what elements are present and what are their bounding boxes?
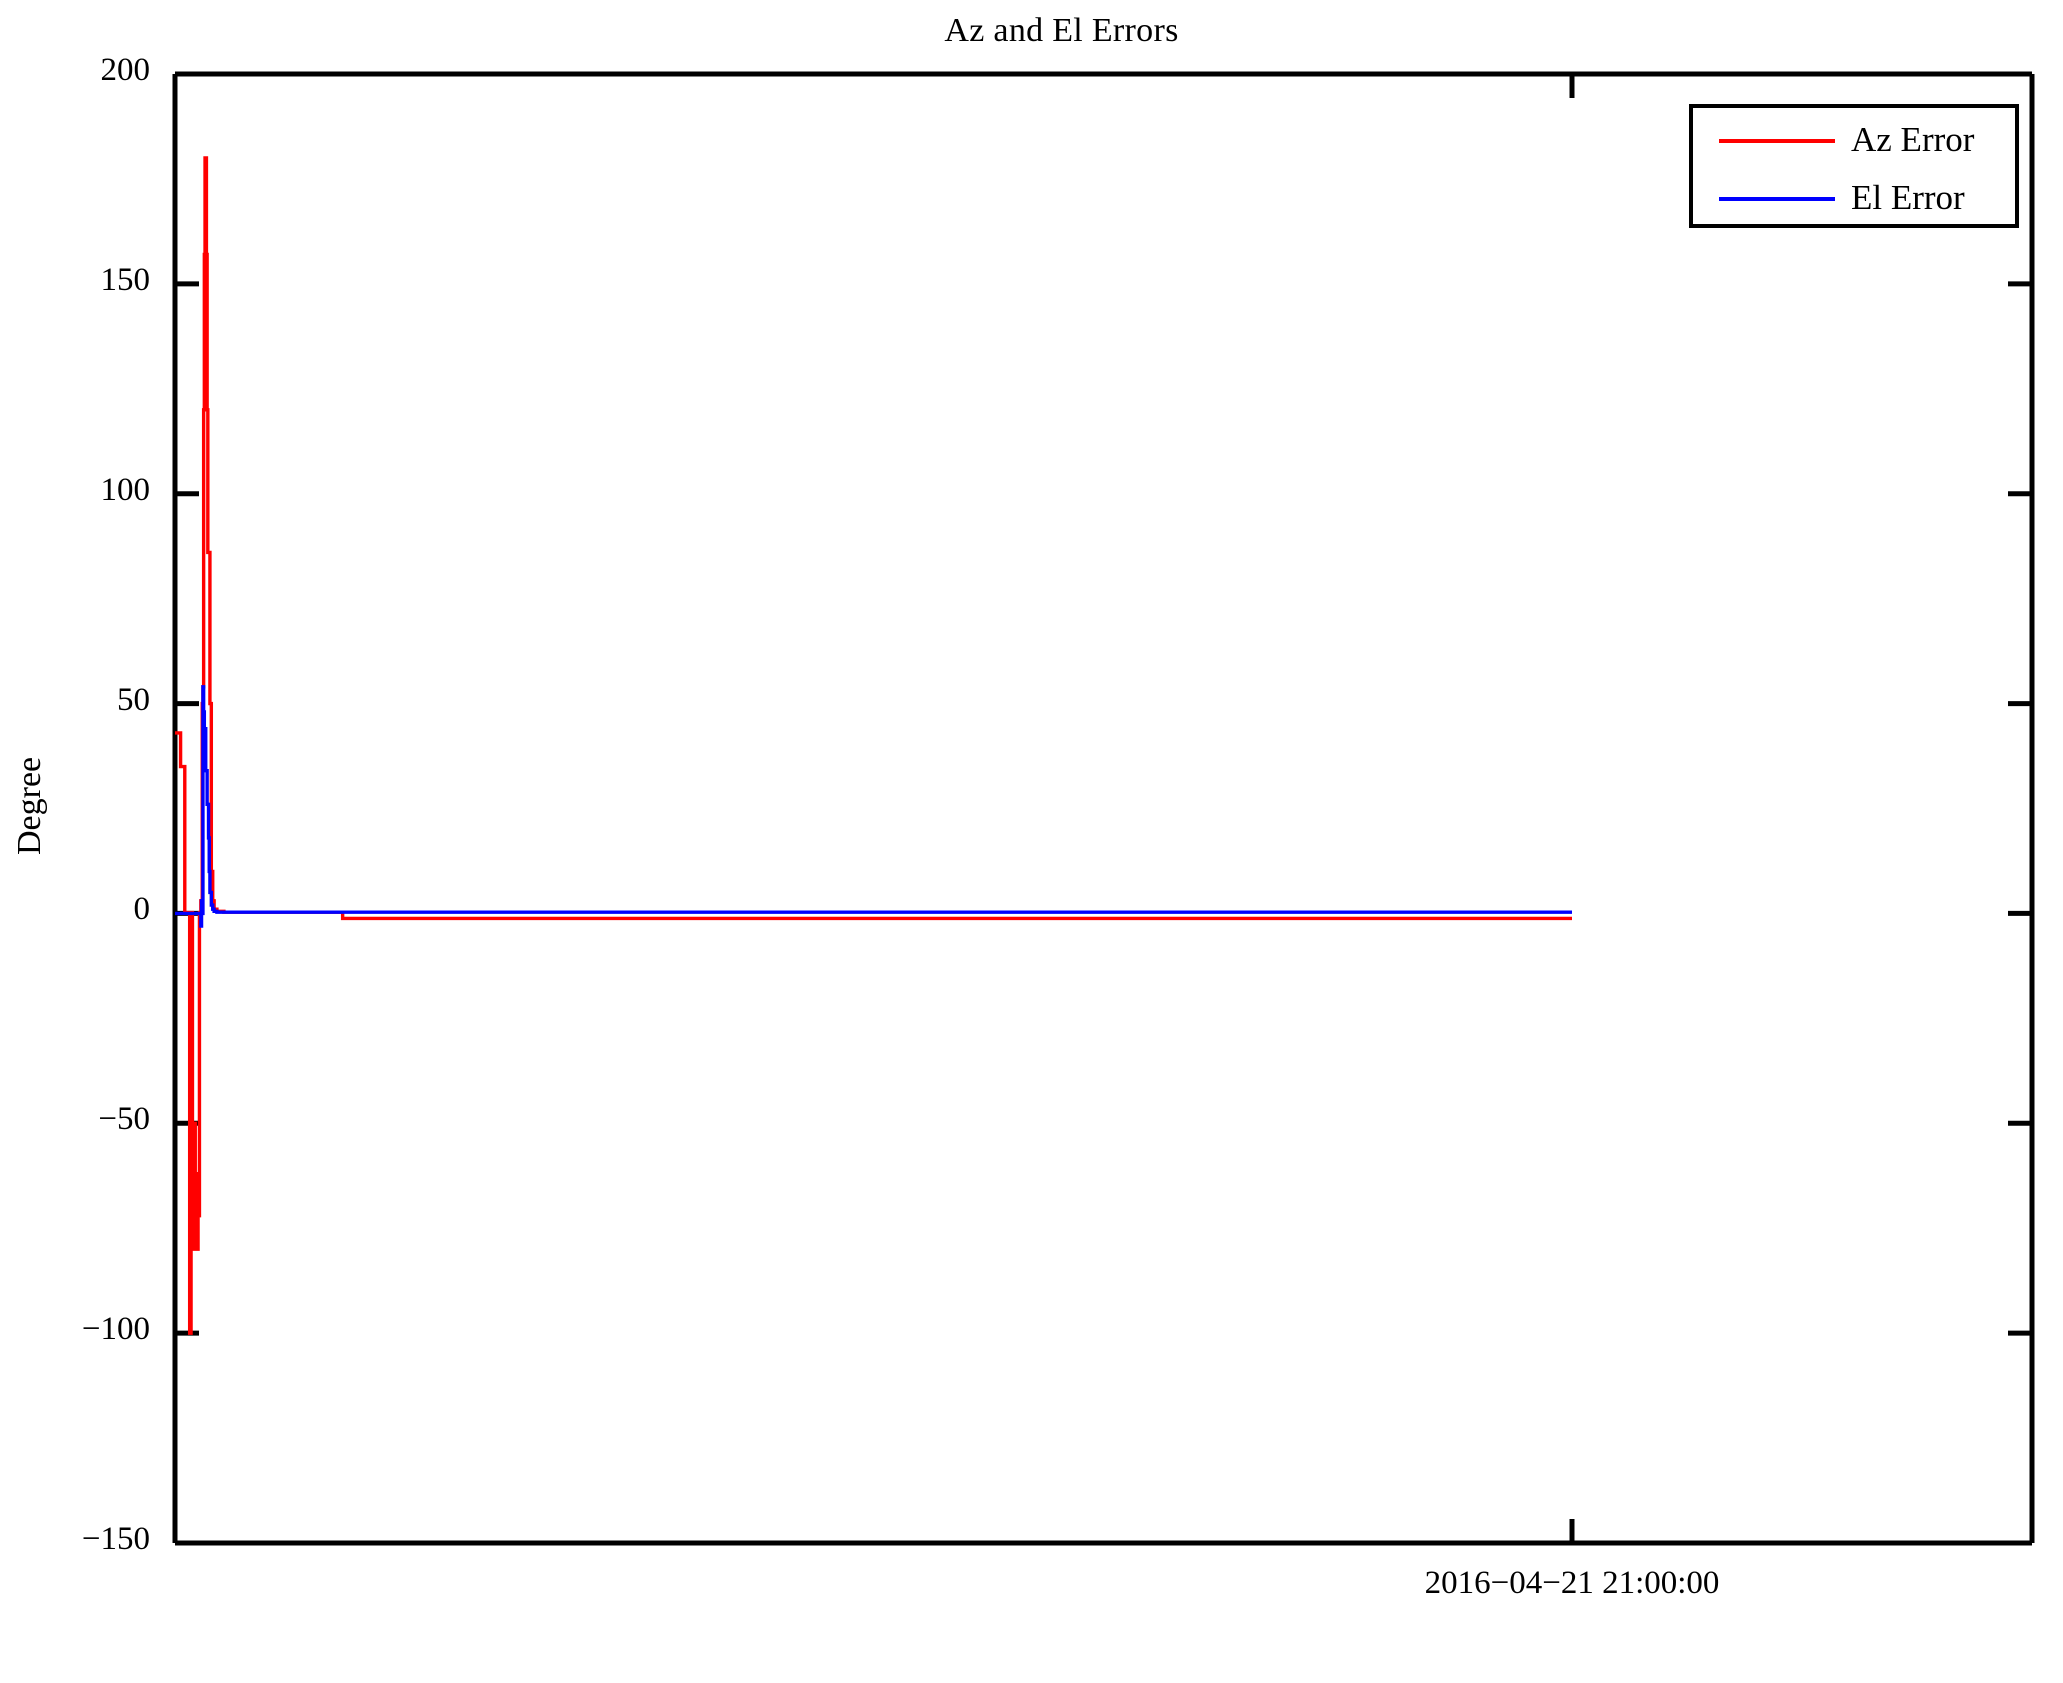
- series-line-el-error: [175, 685, 1572, 928]
- axes-frame: [172, 71, 2035, 1546]
- y-tick-label: 150: [100, 261, 151, 298]
- chart-title: Az and El Errors: [944, 12, 1179, 49]
- series-line-az-error: [175, 156, 1572, 1335]
- data-series: [175, 156, 1572, 1335]
- legend-swatch-az: [1719, 139, 1835, 143]
- legend-label-az: Az Error: [1851, 119, 1975, 159]
- legend-entry-az[interactable]: Az Error: [1693, 112, 2015, 170]
- legend-label-el: El Error: [1851, 177, 1965, 217]
- axis-ticks: [175, 71, 2032, 1546]
- y-tick-label: 0: [133, 891, 151, 928]
- y-tick-label: −100: [81, 1311, 150, 1348]
- legend-swatch-el: [1719, 197, 1835, 201]
- y-tick-label: 200: [100, 52, 151, 88]
- y-tick-label: −50: [98, 1101, 150, 1138]
- x-tick-label: 2016−04−21 21:00:00: [1424, 1565, 1720, 1601]
- y-tick-label: 50: [117, 681, 150, 718]
- y-tick-label: 100: [100, 471, 151, 508]
- legend[interactable]: Az Error El Error: [1689, 104, 2019, 228]
- legend-entry-el[interactable]: El Error: [1693, 170, 2015, 228]
- y-tick-label: −150: [81, 1521, 150, 1557]
